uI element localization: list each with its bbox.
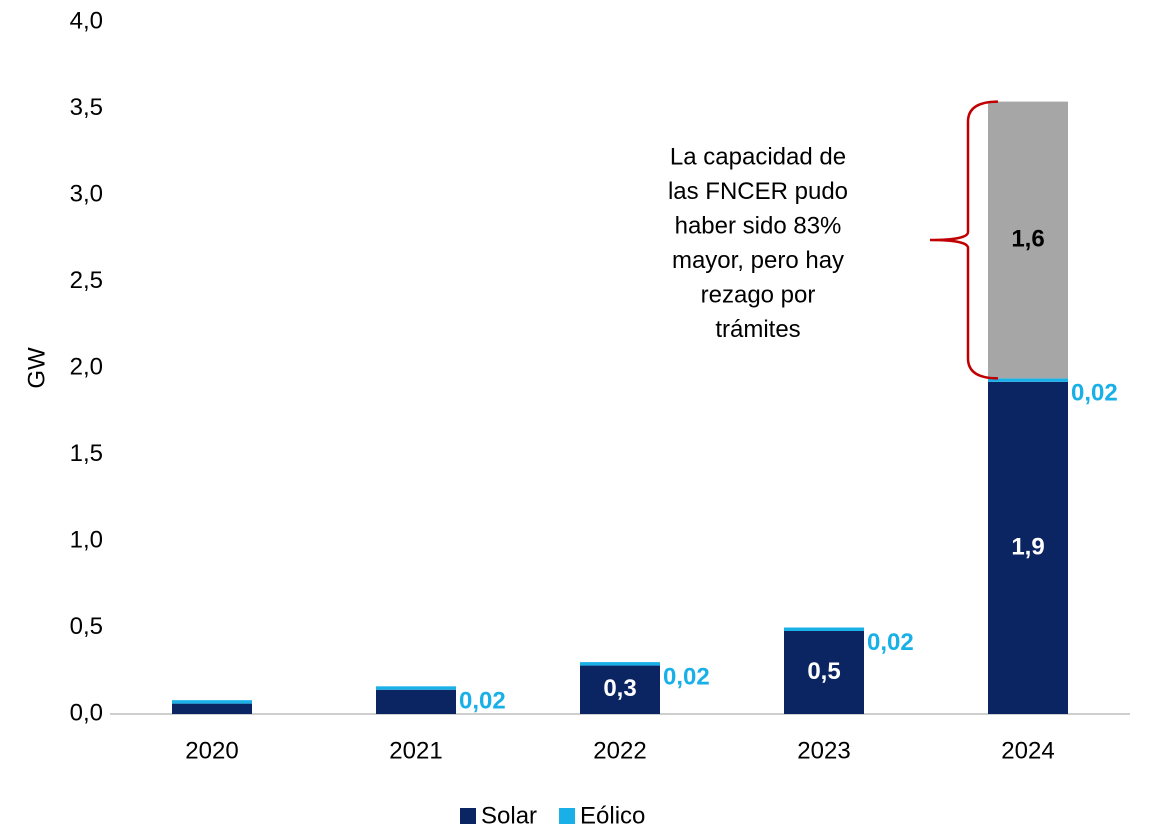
x-tick-label: 2024	[1001, 737, 1054, 764]
y-tick-label: 1,5	[70, 440, 103, 467]
y-tick-label: 3,0	[70, 180, 103, 207]
bar-segment	[580, 662, 660, 666]
bar-segment	[988, 101, 1068, 379]
bracket	[929, 100, 999, 380]
bar-segment	[172, 703, 252, 714]
value-label: 0,02	[663, 663, 710, 690]
annotation: mayor, pero hay	[672, 247, 844, 274]
bar-segment	[988, 381, 1068, 714]
annotation: trámites	[715, 316, 800, 343]
y-tick-label: 0,5	[70, 613, 103, 640]
annotation: rezago por	[701, 281, 816, 308]
bar-segment	[784, 630, 864, 714]
legend-swatch	[460, 808, 476, 824]
value-label: 0,02	[867, 629, 914, 656]
legend-swatch	[559, 808, 576, 824]
bar-segment	[376, 686, 456, 690]
y-tick-label: 1,0	[70, 526, 103, 553]
legend-label: Eólico	[580, 802, 645, 829]
x-tick-label: 2020	[185, 737, 238, 764]
value-label: 0,02	[1071, 380, 1118, 407]
bar-segment	[376, 689, 456, 714]
x-tick-label: 2021	[389, 737, 442, 764]
y-axis-label: GW	[23, 347, 50, 389]
x-tick-label: 2022	[593, 737, 646, 764]
y-tick-label: 4,0	[70, 7, 103, 34]
legend-label: Solar	[481, 802, 537, 829]
annotation: las FNCER pudo	[668, 178, 848, 205]
bar-segment	[580, 665, 660, 714]
y-tick-label: 2,0	[70, 353, 103, 380]
value-label: 1,9	[1011, 533, 1044, 560]
bar-segment	[172, 700, 252, 704]
value-label: 0,02	[459, 688, 506, 715]
value-label: 0,5	[807, 658, 840, 685]
bar-segment	[784, 627, 864, 631]
annotation: La capacidad de	[670, 143, 846, 170]
value-label: 1,6	[1011, 225, 1044, 252]
value-label: 0,3	[603, 675, 636, 702]
annotation: haber sido 83%	[675, 212, 842, 239]
y-tick-label: 0,0	[70, 699, 103, 726]
y-tick-label: 2,5	[70, 267, 103, 294]
x-tick-label: 2023	[797, 737, 850, 764]
y-tick-label: 3,5	[70, 94, 103, 121]
bar-segment	[988, 378, 1068, 382]
